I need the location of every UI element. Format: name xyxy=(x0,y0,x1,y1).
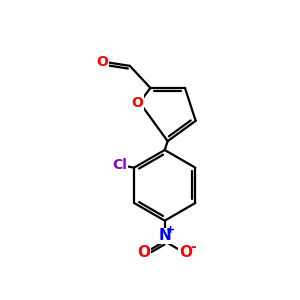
Text: O: O xyxy=(131,96,143,110)
Text: Cl: Cl xyxy=(112,158,127,172)
Text: -: - xyxy=(191,240,197,254)
Text: O: O xyxy=(179,245,192,260)
Text: O: O xyxy=(96,55,108,69)
Text: O: O xyxy=(138,245,151,260)
Text: +: + xyxy=(166,225,175,236)
Text: N: N xyxy=(158,229,171,244)
